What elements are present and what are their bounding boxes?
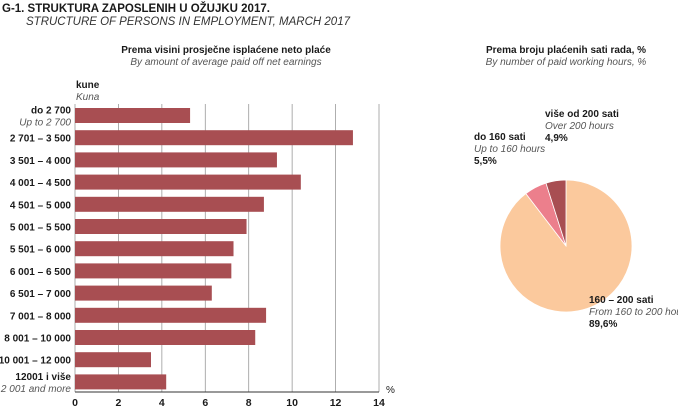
pie-label-en: Up to 160 hours — [474, 144, 545, 155]
bar — [75, 307, 267, 323]
category-label: 3 501 – 4 000 — [10, 156, 72, 167]
x-tick-label: 2 — [116, 397, 122, 409]
category-label: 12001 i više — [15, 372, 71, 383]
pie-chart-subtitle: By number of paid working hours, % — [486, 57, 647, 68]
pie-label-up-to-160: do 160 sati Up to 160 hours 5,5% — [474, 132, 545, 167]
bar — [75, 196, 264, 212]
pie-label-160-200: 160 – 200 sati From 160 to 200 hours 89,… — [589, 295, 678, 330]
figure-subtitle: STRUCTURE OF PERSONS IN EMPLOYMENT, MARC… — [26, 16, 351, 28]
category-label: 6 501 – 7 000 — [10, 289, 72, 300]
bar — [75, 174, 301, 190]
bar — [75, 130, 353, 146]
x-tick-label: 14 — [373, 397, 385, 409]
pie-label-en: Over 200 hours — [545, 121, 614, 132]
category-label-en: 12 001 and more — [0, 384, 71, 395]
bar — [75, 374, 167, 390]
bar — [75, 263, 232, 279]
pie-value: 5,5% — [474, 156, 497, 167]
pie-chart — [499, 179, 633, 313]
x-tick-label: 12 — [330, 397, 342, 409]
category-label: 4 001 – 4 500 — [10, 178, 72, 189]
pie-label: 160 – 200 sati — [589, 295, 654, 306]
pie-value: 4,9% — [545, 133, 568, 144]
bar-y-unit: kune — [76, 80, 100, 91]
pie-label: do 160 sati — [474, 132, 526, 143]
category-label: 8 001 – 10 000 — [4, 334, 71, 345]
category-label: 4 501 – 5 000 — [10, 200, 72, 211]
category-label: 10 001 – 12 000 — [0, 356, 71, 367]
bar — [75, 108, 191, 123]
bar — [75, 352, 151, 368]
bar — [75, 330, 256, 345]
pie-chart-title: Prema broju plaćenih sati rada, % — [486, 45, 646, 56]
bar-chart-title: Prema visini prosječne isplaćene neto pl… — [121, 45, 331, 56]
bar — [75, 285, 212, 301]
category-label: 5 001 – 5 500 — [10, 223, 72, 234]
pie-label-en: From 160 to 200 hours — [589, 307, 678, 318]
category-label: 2 701 – 3 500 — [10, 134, 72, 145]
bar-y-unit-en: Kuna — [76, 92, 100, 103]
figure-title: G-1. STRUKTURA ZAPOSLENIH U OŽUJKU 2017. — [2, 2, 270, 15]
bar — [75, 219, 247, 234]
x-tick-label: 6 — [202, 397, 208, 409]
pie-label-over-200: više od 200 sati Over 200 hours 4,9% — [545, 109, 619, 144]
category-label: 7 001 – 8 000 — [10, 311, 72, 322]
pie-slice — [545, 179, 567, 247]
bar-x-unit: % — [386, 385, 395, 396]
category-label: do 2 700 — [31, 106, 71, 117]
bar — [75, 152, 277, 168]
category-label: 5 501 – 6 000 — [10, 245, 72, 256]
x-tick-label: 8 — [246, 397, 252, 409]
x-tick-label: 4 — [159, 397, 165, 409]
bar — [75, 241, 234, 257]
category-label: 6 001 – 6 500 — [10, 267, 72, 278]
bar-chart-subtitle: By amount of average paid off net earnin… — [130, 57, 321, 68]
pie-label: više od 200 sati — [545, 109, 619, 120]
x-tick-label: 0 — [72, 397, 78, 409]
pie-value: 89,6% — [589, 319, 617, 330]
x-tick-label: 10 — [286, 397, 298, 409]
category-label-en: Up to 2 700 — [19, 118, 71, 129]
